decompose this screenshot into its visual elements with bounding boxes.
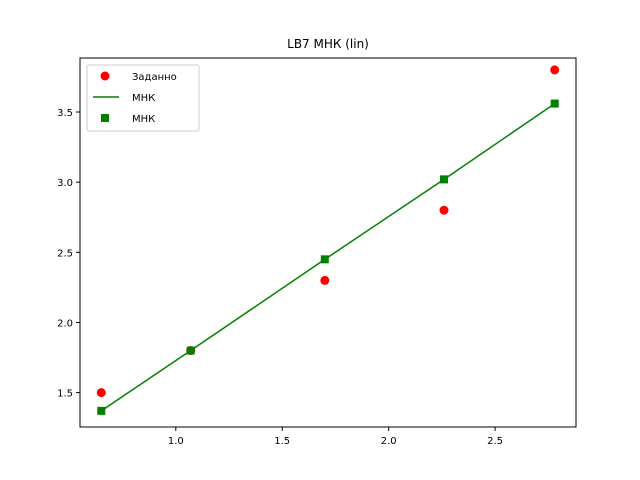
legend-box <box>86 64 200 132</box>
legend-label: МНК <box>132 93 155 104</box>
legend-label: МНК <box>132 114 155 125</box>
point-mnk-square <box>186 346 195 355</box>
x-tick-label: 1.5 <box>274 436 290 447</box>
x-tick-label: 2.0 <box>381 436 397 447</box>
y-tick-label: 2.5 <box>57 248 73 259</box>
point-zadanno <box>550 65 560 75</box>
point-mnk-square <box>97 406 106 415</box>
point-zadanno <box>439 205 449 215</box>
legend-swatch-circle <box>100 71 110 81</box>
legend-swatch-square <box>101 114 109 122</box>
x-tick-label: 2.5 <box>487 436 503 447</box>
point-mnk-square <box>550 99 559 108</box>
axes-frame <box>79 57 577 428</box>
plot-area: 1.0 1.5 2.0 2.5 1.5 2.0 2.5 3.0 3.5 <box>57 57 577 447</box>
legend: Заданно МНК МНК <box>86 64 200 132</box>
y-tick-label: 2.0 <box>57 318 73 329</box>
y-tick-label: 3.5 <box>57 108 73 119</box>
point-zadanno <box>320 275 330 285</box>
chart-title: LB7 МНК (lin) <box>287 37 369 51</box>
x-tick-label: 1.0 <box>168 436 184 447</box>
point-mnk-square <box>440 175 449 184</box>
y-tick-label: 3.0 <box>57 178 73 189</box>
legend-label: Заданно <box>132 72 177 83</box>
point-zadanno <box>96 388 106 398</box>
point-mnk-square <box>320 255 329 264</box>
y-tick-label: 1.5 <box>57 389 73 400</box>
